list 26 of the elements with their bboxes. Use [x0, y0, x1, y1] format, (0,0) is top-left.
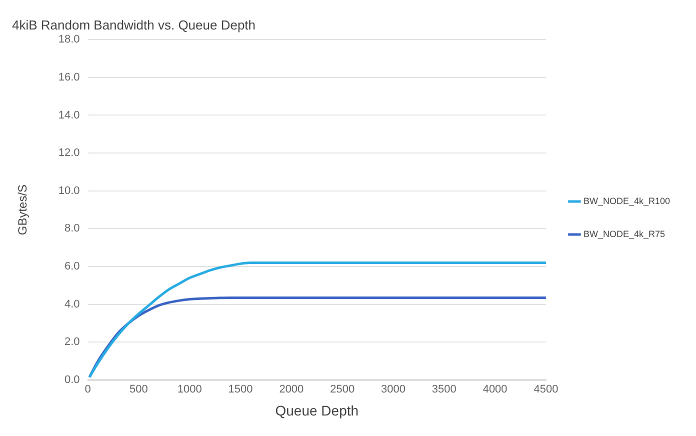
x-axis-title: Queue Depth: [275, 402, 359, 418]
y-tick-label: 6.0: [64, 260, 80, 273]
y-tick-label: 4.0: [64, 298, 80, 310]
x-tick-label: 2500: [330, 384, 355, 396]
x-tick-label: 500: [130, 384, 148, 396]
x-tick-label: 2000: [279, 384, 304, 396]
chart-title: 4kiB Random Bandwidth vs. Queue Depth: [12, 17, 256, 32]
legend-label: BW_NODE_4k_R75: [583, 228, 666, 239]
y-tick-label: 16.0: [58, 71, 80, 84]
x-tick-label: 3000: [381, 384, 406, 396]
y-tick-label: 14.0: [58, 109, 80, 122]
y-tick-label: 0.0: [64, 374, 80, 386]
x-tick-label: 4000: [482, 384, 508, 396]
x-tick-label: 1000: [177, 384, 202, 396]
y-tick-label: 10.0: [58, 184, 80, 197]
y-tick-label: 2.0: [64, 336, 80, 348]
legend-label: BW_NODE_4k_R100: [583, 196, 670, 206]
y-tick-label: 8.0: [64, 222, 80, 235]
line-series: [88, 262, 546, 378]
y-axis-title: GBytes/S: [16, 184, 30, 236]
y-tick-label: 12.0: [58, 147, 80, 160]
x-tick-label: 4500: [534, 384, 558, 396]
x-tick-label: 1500: [228, 384, 253, 396]
x-tick-label: 3500: [432, 384, 456, 396]
x-tick-label: 0: [84, 384, 91, 396]
y-tick-label: 18.0: [58, 34, 80, 46]
